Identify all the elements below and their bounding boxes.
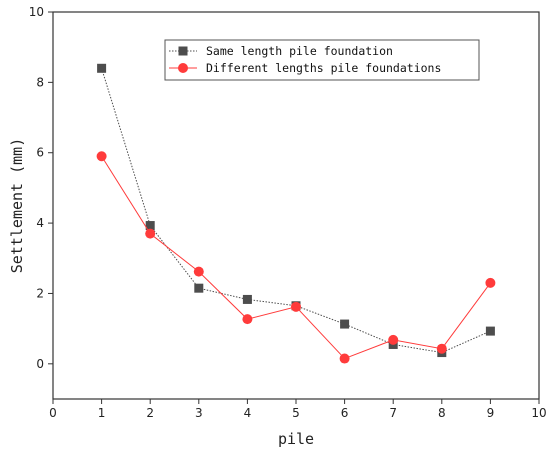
data-point-circle <box>388 334 399 345</box>
legend-marker-square <box>178 46 188 56</box>
x-axis-title: pile <box>278 430 314 448</box>
data-point-square <box>340 319 350 329</box>
x-tick-label: 10 <box>531 406 546 420</box>
x-tick-label: 1 <box>98 406 106 420</box>
series-line <box>101 155 491 360</box>
y-tick-label: 4 <box>36 216 44 230</box>
data-point-square <box>145 221 155 231</box>
y-tick-label: 0 <box>36 357 44 371</box>
data-point-square <box>242 294 252 304</box>
series-1 <box>97 63 495 358</box>
axes: 0 1 2 3 4 5 6 7 8 9 10 0 2 4 6 8 10 <box>29 5 547 420</box>
data-point-circle <box>485 277 496 288</box>
x-tick-label: 4 <box>244 406 252 420</box>
x-tick-label: 2 <box>146 406 154 420</box>
legend-box <box>164 39 480 81</box>
legend: Same length pile foundation Different len… <box>164 39 480 81</box>
data-point-circle <box>242 314 253 325</box>
legend-label: Same length pile foundation <box>206 44 393 58</box>
y-tick-label: 8 <box>36 75 44 89</box>
legend-label: Different lengths pile foundations <box>206 61 441 75</box>
data-point-square <box>97 63 107 73</box>
data-point-circle <box>96 151 107 162</box>
series-layer <box>96 63 496 364</box>
y-tick-label: 6 <box>36 146 44 160</box>
x-tick-label: 3 <box>195 406 203 420</box>
data-point-square <box>485 326 495 336</box>
x-tick-label: 8 <box>438 406 446 420</box>
data-point-circle <box>145 228 156 239</box>
x-tick-label: 6 <box>341 406 349 420</box>
x-tick-label: 7 <box>389 406 397 420</box>
data-point-circle <box>436 343 447 354</box>
x-tick-label: 0 <box>49 406 57 420</box>
y-tick-label: 2 <box>36 286 44 300</box>
y-axis-title: Settlement (mm) <box>8 138 26 273</box>
y-tick-label: 10 <box>29 5 44 19</box>
data-point-circle <box>193 266 204 277</box>
data-point-square <box>194 283 204 293</box>
series-2 <box>96 151 496 364</box>
data-point-circle <box>339 353 350 364</box>
x-tick-label: 5 <box>292 406 300 420</box>
data-point-circle <box>291 301 301 312</box>
x-tick-label: 9 <box>487 406 495 420</box>
legend-marker-circle <box>178 63 188 73</box>
